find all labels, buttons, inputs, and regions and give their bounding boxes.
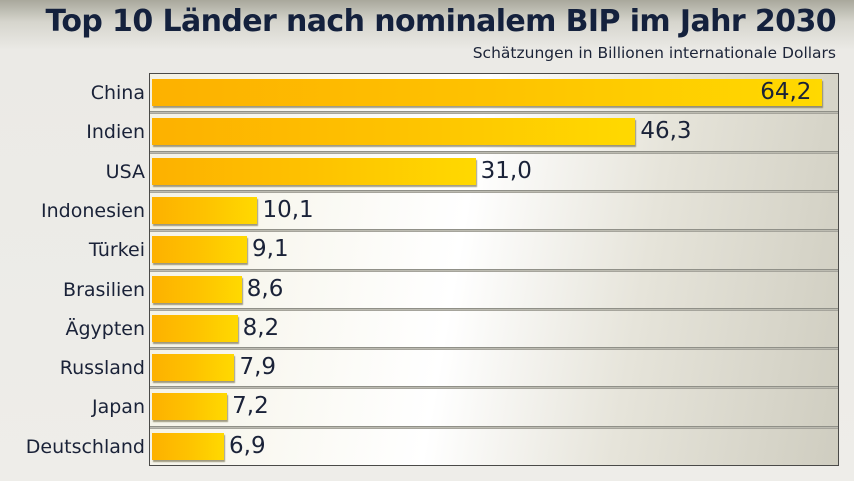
bar-deutschland (152, 432, 225, 460)
row-separator (150, 425, 838, 429)
bar-usa (152, 157, 476, 185)
value-label: 7,9 (239, 354, 277, 381)
bar-indonesien (152, 196, 258, 224)
bar-indien (152, 118, 636, 146)
value-label: 9,1 (252, 236, 289, 263)
category-label: Türkei (88, 239, 145, 262)
category-label: China (90, 82, 145, 104)
row-separator (150, 386, 838, 390)
category-label: Deutschland (25, 435, 145, 458)
row-separator (150, 268, 838, 272)
value-label: 7,2 (232, 393, 269, 420)
row-separator (150, 189, 838, 193)
value-label: 46,3 (640, 118, 692, 145)
bar-china (152, 79, 823, 106)
category-label: Brasilien (63, 278, 145, 301)
value-label: 6,9 (229, 432, 266, 459)
value-label: 64,2 (760, 79, 812, 105)
bar-japan (152, 393, 228, 421)
category-label: Japan (92, 396, 145, 419)
chart-subtitle: Schätzungen in Billionen internationale … (472, 44, 836, 62)
value-label: 31,0 (480, 157, 532, 184)
category-label: Ägypten (65, 317, 145, 340)
value-label: 8,6 (246, 275, 284, 302)
bar-türkei (152, 236, 247, 264)
category-label: USA (105, 160, 145, 183)
category-label: Indien (86, 121, 145, 144)
row-separator (150, 307, 838, 311)
value-label: 8,2 (242, 314, 280, 341)
value-label: 10,1 (262, 196, 314, 223)
row-separator (150, 229, 838, 233)
category-label: Russland (59, 357, 145, 380)
bar-brasilien (152, 275, 242, 303)
row-separator (150, 111, 838, 115)
bar-russland (152, 354, 235, 382)
category-label: Indonesien (41, 199, 145, 222)
row-separator (150, 347, 838, 351)
plot-area: 64,2 46,3 31,0 10,1 9,1 8,6 8,2 7,9 7,2 6,9 (149, 73, 839, 466)
chart-title: Top 10 Länder nach nominalem BIP im Jahr… (45, 4, 836, 39)
row-separator (150, 150, 838, 154)
bar-ägypten (152, 314, 238, 342)
